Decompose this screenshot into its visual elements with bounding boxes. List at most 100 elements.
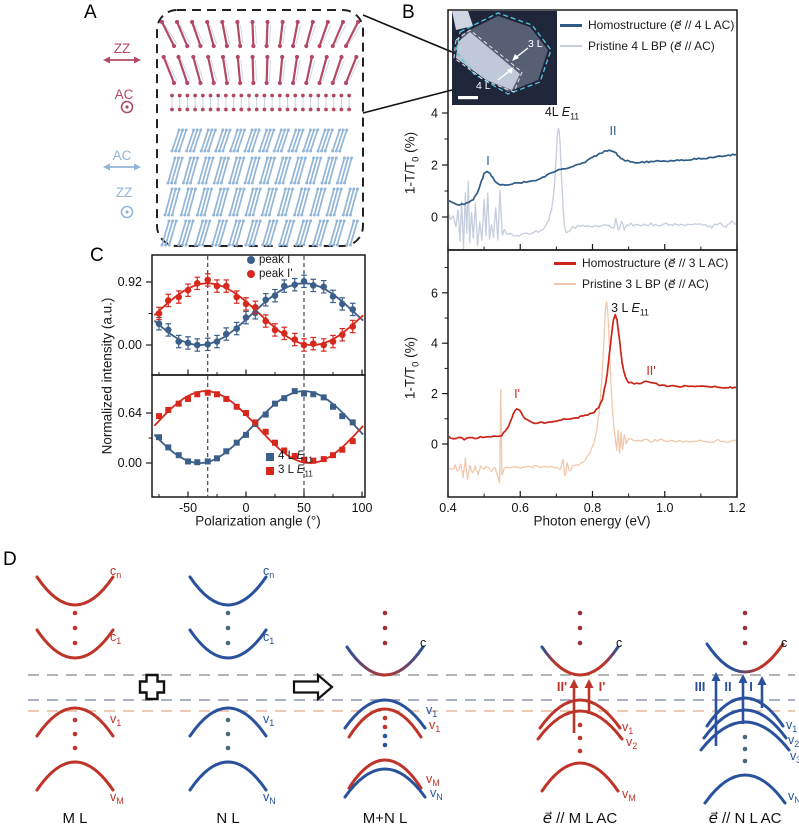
legend-square-marker xyxy=(266,467,274,476)
svg-text:1.0: 1.0 xyxy=(656,501,673,515)
annotation-peak-I: I xyxy=(486,154,490,168)
legend-label: peak I' xyxy=(259,268,293,280)
svg-text:v1: v1 xyxy=(263,712,274,728)
plus-symbol xyxy=(138,673,166,701)
svg-text:0.00: 0.00 xyxy=(118,338,142,352)
svg-text:I': I' xyxy=(599,679,606,694)
svg-text:AC: AC xyxy=(113,148,132,163)
svg-text:v1: v1 xyxy=(786,718,797,734)
legend-label: Homostructure (e⃗ // 4 L AC) xyxy=(588,18,735,32)
spectra-bottom-ylabel: 1-T/T0 (%) xyxy=(402,336,422,400)
svg-text:6: 6 xyxy=(431,286,438,300)
legend-3l-e11: 3 L E11 xyxy=(266,464,313,478)
svg-text:0.92: 0.92 xyxy=(118,275,142,289)
implies-arrow-symbol xyxy=(292,672,334,702)
polarization-xlabel: Polarization angle (°) xyxy=(195,513,321,529)
svg-text:e⃗ // M L AC: e⃗ // M L AC xyxy=(543,810,618,827)
legend-line-swatch xyxy=(554,283,576,285)
legend-4l-e11: 4 L E11 xyxy=(266,450,313,464)
svg-text:II': II' xyxy=(557,679,567,694)
svg-text:ZZ: ZZ xyxy=(116,185,133,200)
svg-text:vM: vM xyxy=(426,772,440,788)
svg-text:c: c xyxy=(616,636,622,650)
svg-text:c1: c1 xyxy=(263,630,274,646)
svg-text:I: I xyxy=(749,679,753,694)
legend-pristine-4l: Pristine 4 L BP (e⃗ // AC) xyxy=(560,39,715,53)
svg-text:100: 100 xyxy=(352,501,373,515)
panel-c-graphic: -50 0 50 100 0.92 0.00 0.64 0.00 xyxy=(118,254,373,515)
svg-text:vN: vN xyxy=(263,790,276,806)
svg-text:ZZ: ZZ xyxy=(114,41,131,56)
svg-text:v1: v1 xyxy=(622,720,633,736)
panel-b-graphic: 0.4 0.6 0.8 1.0 1.2 0 2 4 0 2 4 6 xyxy=(431,9,746,515)
svg-text:4: 4 xyxy=(431,107,438,121)
svg-text:0.4: 0.4 xyxy=(439,501,456,515)
panel-a-graphic: ZZ AC AC ZZ xyxy=(103,9,453,247)
legend-peak-i: peak I xyxy=(247,254,290,266)
panel-a-label: A xyxy=(84,2,97,23)
inset-cyan-outline xyxy=(455,12,552,95)
svg-text:e⃗ // N L AC: e⃗ // N L AC xyxy=(709,810,782,827)
polarization-ylabel: Normalized intensity (a.u.) xyxy=(99,297,115,455)
svg-text:0.64: 0.64 xyxy=(118,406,142,420)
svg-text:0: 0 xyxy=(431,438,438,452)
svg-text:v1: v1 xyxy=(426,703,437,719)
svg-text:0.6: 0.6 xyxy=(512,501,529,515)
annotation-peak-II-prime: II' xyxy=(646,364,656,378)
annotation-4l-e11: 4L E11 xyxy=(544,104,580,122)
svg-text:v3: v3 xyxy=(790,749,799,765)
svg-text:0.8: 0.8 xyxy=(584,501,601,515)
svg-text:c: c xyxy=(420,636,426,650)
legend-line-swatch xyxy=(560,23,582,27)
inset-micrograph xyxy=(452,11,557,105)
legend-line-swatch xyxy=(560,45,582,47)
svg-text:0: 0 xyxy=(431,211,438,225)
panel-c-label: C xyxy=(90,245,104,266)
svg-text:AC: AC xyxy=(115,87,134,102)
svg-text:M L: M L xyxy=(62,810,87,827)
legend-label: 4 L E11 xyxy=(278,450,313,465)
svg-text:II: II xyxy=(724,679,731,694)
band-diagram-1: cn c1 v1 vN N L xyxy=(188,564,276,827)
svg-text:III: III xyxy=(695,679,706,694)
legend-homostructure-4l: Homostructure (e⃗ // 4 L AC) xyxy=(560,18,734,32)
band-diagram-0: cn c1 v1 vM M L xyxy=(35,564,124,827)
panel-b-label: B xyxy=(402,2,415,23)
legend-line-swatch xyxy=(554,261,576,265)
legend-label: Homostructure (e⃗ // 3 L AC) xyxy=(582,256,729,270)
svg-text:vN: vN xyxy=(430,786,443,802)
legend-dot-marker xyxy=(247,256,255,264)
svg-text:2: 2 xyxy=(431,159,438,173)
inset-scale-bar xyxy=(458,96,478,100)
spectra-top-ylabel: 1-T/T0 (%) xyxy=(402,131,422,195)
svg-text:c: c xyxy=(781,636,787,650)
svg-text:vN: vN xyxy=(788,789,799,805)
svg-text:vM: vM xyxy=(110,790,124,806)
inset-white-outline xyxy=(453,29,523,93)
legend-homostructure-3l: Homostructure (e⃗ // 3 L AC) xyxy=(554,256,728,270)
legend-square-marker xyxy=(266,453,274,462)
svg-text:c1: c1 xyxy=(110,630,121,646)
legend-label: Pristine 4 L BP (e⃗ // AC) xyxy=(588,39,715,53)
legend-pristine-3l: Pristine 3 L BP (e⃗ // AC) xyxy=(554,277,709,291)
legend-label: 3 L E11 xyxy=(278,464,313,479)
annotation-peak-II: II xyxy=(609,124,617,138)
svg-text:4: 4 xyxy=(431,337,438,351)
svg-text:2: 2 xyxy=(431,387,438,401)
legend-label: peak I xyxy=(259,254,291,266)
svg-text:v2: v2 xyxy=(788,733,799,749)
legend-label: Pristine 3 L BP (e⃗ // AC) xyxy=(582,277,709,291)
svg-text:vM: vM xyxy=(622,787,636,803)
svg-text:N L: N L xyxy=(216,810,239,827)
annotation-3l-e11: 3 L E11 xyxy=(611,300,649,318)
svg-text:1.2: 1.2 xyxy=(728,501,745,515)
svg-text:-50: -50 xyxy=(179,501,197,515)
spectra-xlabel: Photon energy (eV) xyxy=(533,513,651,529)
legend-peak-i-prime: peak I' xyxy=(247,268,293,280)
svg-text:M+N L: M+N L xyxy=(363,810,408,827)
svg-text:cn: cn xyxy=(110,564,121,580)
